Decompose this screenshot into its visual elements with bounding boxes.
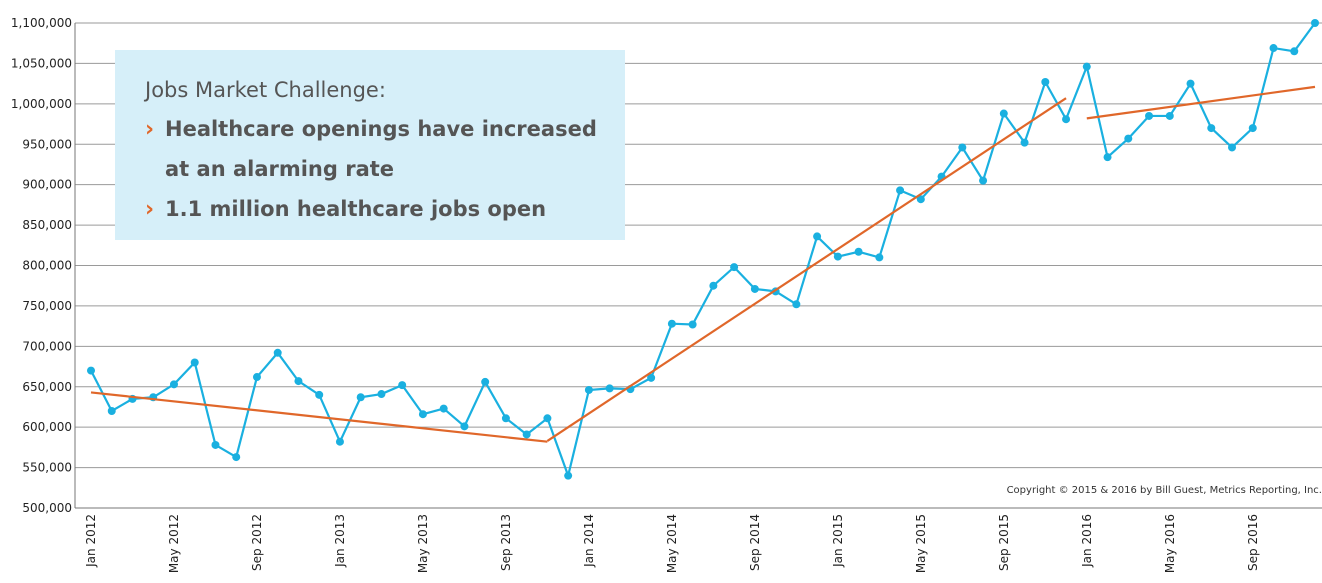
data-point (439, 404, 448, 413)
trend-line (546, 97, 1067, 442)
y-tick-label: 1,050,000 (11, 56, 72, 70)
y-tick-label: 800,000 (22, 259, 72, 273)
annotation-box (115, 50, 625, 240)
data-point (1020, 138, 1029, 147)
data-point (605, 384, 614, 393)
x-tick-label: Jan 2016 (1080, 514, 1094, 568)
x-tick-label: Sep 2012 (250, 514, 264, 571)
data-point (356, 393, 365, 402)
data-point (398, 381, 407, 390)
data-point (1103, 153, 1112, 162)
y-tick-label: 900,000 (22, 178, 72, 192)
data-point (252, 373, 261, 382)
annotation-bullet: 1.1 million healthcare jobs open (165, 197, 546, 221)
y-tick-label: 750,000 (22, 299, 72, 313)
annotation-bullet: Healthcare openings have increased (165, 117, 597, 141)
x-tick-label: May 2014 (665, 514, 679, 573)
data-point (875, 253, 884, 262)
copyright: Copyright © 2015 & 2016 by Bill Guest, M… (1007, 485, 1322, 496)
y-tick-label: 850,000 (22, 218, 72, 232)
data-point (813, 232, 822, 241)
y-tick-label: 950,000 (22, 137, 72, 151)
data-point (1228, 143, 1237, 152)
x-tick-label: May 2013 (416, 514, 430, 573)
trend-line (1086, 85, 1316, 120)
data-point (1062, 115, 1071, 124)
trend-line (90, 391, 548, 443)
data-point (211, 440, 220, 449)
data-point (107, 407, 116, 415)
y-tick-label: 1,100,000 (11, 16, 72, 30)
x-tick-label: Sep 2014 (748, 514, 762, 571)
data-point (792, 300, 801, 309)
x-tick-label: Jan 2015 (831, 514, 845, 568)
annotation-title: Jobs Market Challenge: (143, 78, 386, 102)
bullet-marker: › (145, 197, 154, 222)
data-point (958, 143, 967, 152)
data-point (833, 252, 842, 261)
data-point (335, 437, 344, 446)
x-tick-label: Sep 2016 (1246, 514, 1260, 571)
data-point (1207, 124, 1216, 133)
data-point (1041, 78, 1050, 87)
data-point (190, 358, 199, 367)
data-point (1124, 134, 1133, 143)
x-tick-label: Jan 2013 (333, 514, 347, 568)
data-point (501, 414, 510, 423)
data-point (1082, 62, 1091, 71)
data-point (584, 385, 593, 394)
data-point (87, 366, 95, 375)
y-tick-label: 600,000 (22, 420, 72, 434)
data-point (294, 377, 303, 386)
y-tick-label: 700,000 (22, 339, 72, 353)
data-point (916, 195, 925, 204)
data-point (418, 410, 427, 419)
y-tick-label: 500,000 (22, 501, 72, 515)
data-line (90, 22, 1316, 480)
data-point (315, 390, 324, 399)
data-point (979, 176, 988, 185)
data-point (1186, 79, 1195, 88)
data-point (481, 377, 490, 386)
data-point (854, 247, 863, 256)
data-point (647, 373, 656, 382)
x-tick-label: Sep 2015 (997, 514, 1011, 571)
data-point (169, 380, 178, 389)
data-point (896, 186, 905, 195)
data-point (1290, 47, 1299, 56)
x-tick-label: Jan 2014 (582, 514, 596, 568)
data-point (232, 453, 241, 462)
data-point (1145, 111, 1154, 120)
x-tick-label: May 2012 (167, 514, 181, 573)
data-point (1248, 124, 1257, 133)
bullet-marker: › (145, 117, 154, 142)
data-point (522, 430, 531, 439)
x-tick-label: Jan 2012 (84, 514, 98, 568)
y-tick-label: 1,000,000 (11, 97, 72, 111)
y-tick-label: 550,000 (22, 461, 72, 475)
data-point (377, 390, 386, 399)
data-point (999, 109, 1008, 118)
data-point (543, 414, 552, 423)
data-point (460, 422, 469, 431)
annotation-bullet: at an alarming rate (165, 157, 394, 181)
data-point (273, 348, 282, 357)
data-point (750, 284, 759, 293)
data-point (1311, 19, 1319, 27)
data-point (730, 263, 739, 272)
data-point (667, 319, 676, 328)
y-tick-label: 650,000 (22, 380, 72, 394)
x-tick-label: May 2016 (1163, 514, 1177, 573)
data-point (688, 320, 697, 329)
data-point (1165, 111, 1174, 120)
x-tick-label: Sep 2013 (499, 514, 513, 571)
data-point (564, 471, 573, 480)
data-point (1269, 44, 1278, 53)
x-tick-label: May 2015 (914, 514, 928, 573)
data-point (709, 281, 718, 290)
